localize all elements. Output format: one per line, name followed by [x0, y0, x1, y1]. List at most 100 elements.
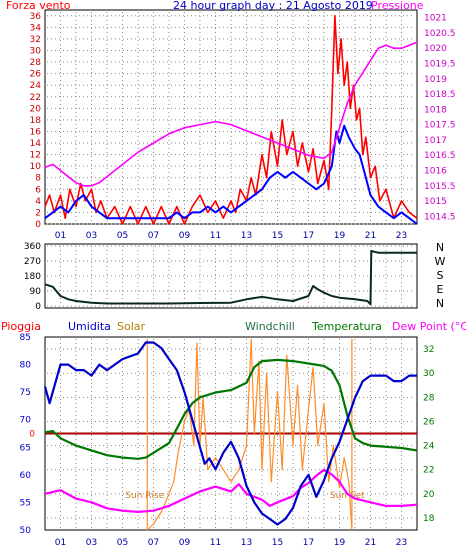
pressure-line	[44, 41, 418, 187]
humidity-tick-label: 60	[20, 471, 32, 481]
pressure-tick-label: 1019	[424, 75, 447, 85]
humidity-tick-label: 70	[20, 416, 32, 426]
wind-tick-label: 36	[30, 12, 42, 22]
wind-tick-label: 8	[35, 174, 41, 184]
hour-tick-label: 15	[272, 231, 283, 241]
pressure-tick-label: 1021	[424, 14, 447, 24]
pressure-tick-label: 1014.5	[424, 212, 456, 222]
direction-tick-label: 270	[24, 257, 41, 267]
sunrise-label: Sun Rise	[125, 491, 164, 501]
wind-tick-label: 14	[30, 139, 42, 149]
hour-tick-label: 09	[179, 231, 191, 241]
right-axis-title: Pressione	[371, 0, 424, 12]
wind-tick-label: 30	[30, 46, 42, 56]
direction-tick-label: 360	[24, 242, 41, 252]
chart-title: 24 hour graph day : 21 Agosto 2019	[173, 0, 373, 12]
legend-humidity: Umidita	[68, 320, 111, 333]
temperature-tick-label: 20	[423, 490, 435, 500]
wind-tick-label: 4	[35, 197, 41, 207]
pressure-tick-label: 1015	[424, 197, 447, 207]
temperature-plot-hgrid	[47, 348, 415, 519]
hour-tick-label: 21	[365, 538, 376, 548]
pressure-tick-label: 1018	[424, 105, 447, 115]
legend-temperature: Temperatura	[311, 320, 382, 333]
hour-tick-label: 23	[396, 231, 407, 241]
wind-tick-label: 12	[30, 151, 41, 161]
direction-plot-hgrid	[47, 245, 415, 307]
temperature-tick-label: 22	[423, 466, 434, 476]
pressure-tick-label: 1016	[424, 167, 447, 177]
compass-label: W	[435, 255, 446, 268]
hour-tick-label: 17	[303, 538, 314, 548]
legend-rain: Pioggia	[1, 320, 41, 333]
humidity-tick-label: 80	[20, 361, 32, 371]
pressure-tick-label: 1020.5	[424, 29, 456, 39]
hour-tick-label: 17	[303, 231, 314, 241]
hour-tick-label: 19	[334, 231, 346, 241]
hour-tick-label: 05	[117, 538, 128, 548]
temperature-tick-label: 18	[423, 514, 435, 524]
humidity-tick-label: 85	[20, 333, 31, 343]
temperature-tick-label: 24	[423, 442, 435, 452]
legend-windchill: Windchill	[245, 320, 295, 333]
gust-line	[44, 15, 418, 225]
hour-tick-label: 09	[179, 538, 191, 548]
humidity-tick-label: 50	[20, 526, 32, 536]
wind-tick-label: 26	[30, 70, 42, 80]
hour-tick-label: 03	[86, 538, 97, 548]
hour-tick-label: 07	[148, 231, 159, 241]
pressure-tick-label: 1017	[424, 136, 447, 146]
rain-tick-label: 0	[29, 430, 35, 440]
wind-tick-label: 22	[30, 93, 41, 103]
wind-tick-label: 2	[35, 208, 41, 218]
solar-line	[146, 338, 353, 531]
wind-tick-label: 18	[30, 116, 42, 126]
hour-tick-label: 01	[55, 538, 66, 548]
humidity-tick-label: 55	[20, 498, 31, 508]
pressure-tick-label: 1020	[424, 44, 447, 54]
hour-tick-label: 13	[241, 538, 252, 548]
wind-tick-label: 0	[35, 220, 41, 230]
humidity-tick-label: 75	[20, 388, 31, 398]
hour-tick-label: 19	[334, 538, 346, 548]
pressure-tick-label: 1015.5	[424, 182, 456, 192]
dewpoint-line	[44, 468, 418, 513]
pressure-tick-label: 1017.5	[424, 121, 456, 131]
wind-tick-label: 16	[30, 127, 42, 137]
hour-tick-label: 15	[272, 538, 283, 548]
wind-tick-label: 24	[30, 81, 42, 91]
hour-tick-label: 07	[148, 538, 159, 548]
hour-tick-label: 05	[117, 231, 128, 241]
hour-tick-label: 11	[210, 231, 221, 241]
wind-tick-label: 28	[30, 58, 42, 68]
sunset-label: Sun Set	[330, 491, 365, 501]
wind-tick-label: 6	[35, 185, 41, 195]
wind-plot-vgrid	[60, 12, 402, 222]
compass-label: N	[436, 241, 444, 254]
hour-tick-label: 03	[86, 231, 97, 241]
left-axis-title: Forza vento	[6, 0, 71, 12]
hour-tick-label: 23	[396, 538, 407, 548]
humidity-tick-label: 65	[20, 443, 31, 453]
compass-label: N	[436, 297, 444, 310]
temperature-tick-label: 26	[423, 417, 435, 427]
wind-tick-label: 20	[30, 104, 42, 114]
wind-tick-label: 34	[30, 23, 42, 33]
direction-tick-label: 90	[30, 287, 42, 297]
hour-tick-label: 21	[365, 231, 376, 241]
legend-dewpoint: Dew Point (°C)	[392, 320, 466, 333]
temperature-tick-label: 32	[423, 345, 434, 355]
wind-tick-label: 10	[30, 162, 42, 172]
hour-tick-label: 13	[241, 231, 252, 241]
temperature-tick-label: 28	[423, 393, 435, 403]
compass-label: S	[437, 269, 444, 282]
direction-tick-label: 0	[35, 302, 41, 312]
pressure-tick-label: 1019.5	[424, 60, 456, 70]
hour-tick-label: 11	[210, 538, 221, 548]
wind-line	[44, 124, 418, 225]
direction-line	[44, 250, 417, 306]
temperature-tick-label: 30	[423, 369, 435, 379]
temperature-line	[44, 358, 418, 460]
pressure-tick-label: 1018.5	[424, 90, 456, 100]
